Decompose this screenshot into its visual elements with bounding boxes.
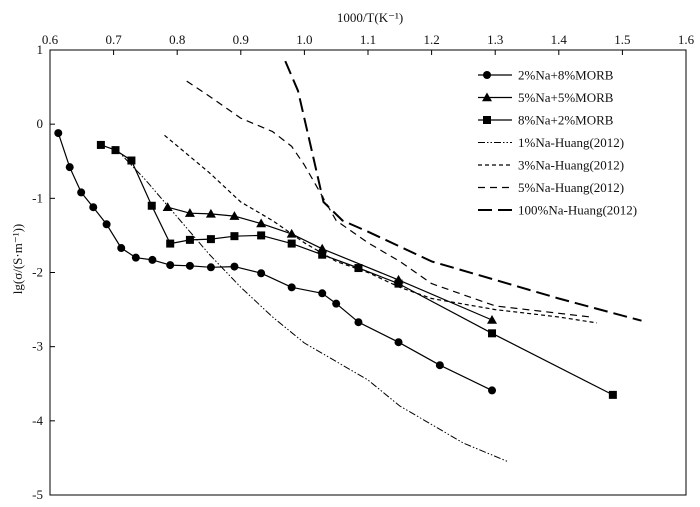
data-point [229, 211, 240, 220]
series-line [113, 146, 509, 463]
x-tick-label: 1.3 [487, 32, 503, 47]
series-line [284, 60, 642, 322]
series-line [164, 134, 598, 324]
data-point [184, 208, 195, 217]
data-point [230, 262, 239, 271]
x-tick-label: 0.7 [105, 32, 122, 47]
plot-frame [49, 49, 687, 496]
series-layer [54, 60, 642, 463]
data-point [354, 318, 363, 327]
series-6 [186, 80, 591, 318]
data-point [148, 255, 157, 264]
data-point [65, 163, 74, 172]
y-tick-label: 1 [37, 42, 44, 57]
series-line [186, 80, 591, 318]
x-tick-label: 1.5 [614, 32, 630, 47]
x-tick-label: 1.1 [360, 32, 376, 47]
data-point [131, 253, 140, 262]
series-4 [113, 146, 509, 463]
data-point [230, 232, 239, 241]
data-point [317, 243, 328, 253]
data-point [206, 263, 215, 272]
y-tick-label: 0 [37, 116, 44, 131]
data-point [54, 129, 63, 138]
legend-label: 100%Na-Huang(2012) [518, 203, 637, 218]
legend-item-5: 3%Na-Huang(2012) [478, 158, 624, 173]
x-tick-label: 0.8 [169, 32, 185, 47]
y-tick-label: -4 [32, 413, 43, 428]
legend-label: 5%Na-Huang(2012) [518, 180, 624, 195]
data-point [111, 146, 120, 155]
series-3 [96, 140, 617, 399]
legend-item-4: 1%Na-Huang(2012) [478, 135, 624, 150]
data-point [147, 201, 156, 210]
legend: 2%Na+8%MORB 5%Na+5%MORB 8%Na+2%MORB 1%Na-Hu… [478, 68, 637, 218]
data-point [206, 235, 215, 244]
data-point [185, 261, 194, 270]
data-point [318, 289, 327, 298]
tick-label-layer: 0.6 0.7 0.8 0.9 1.0 1.1 1.2 1.3 1.4 1.5 1.6 1 0 -1 -2 -… [32, 32, 694, 502]
x-tick-label: 0.6 [42, 32, 59, 47]
data-point [488, 386, 497, 395]
y-axis-title: lg(σ/(S·m⁻¹)) [10, 224, 25, 294]
y-tick-label: -1 [32, 190, 43, 205]
series-1 [54, 129, 497, 395]
data-point [166, 261, 175, 270]
data-point [435, 361, 444, 370]
data-point [394, 279, 403, 288]
data-point [318, 250, 327, 259]
y-tick-label: -3 [32, 339, 43, 354]
y-tick-label: -5 [32, 487, 43, 502]
data-point [102, 220, 111, 229]
legend-label: 2%Na+8%MORB [518, 68, 614, 83]
data-point [332, 299, 341, 308]
data-point [257, 231, 266, 240]
data-point [256, 218, 267, 228]
legend-item-6: 5%Na-Huang(2012) [478, 180, 624, 195]
data-point [89, 203, 98, 212]
x-tick-label: 1.0 [296, 32, 312, 47]
data-point [287, 239, 296, 248]
data-point [608, 390, 617, 399]
data-point [185, 235, 194, 244]
legend-marker [483, 71, 491, 79]
data-point [96, 140, 105, 149]
data-point [205, 208, 216, 218]
data-point [394, 338, 403, 347]
legend-label: 8%Na+2%MORB [518, 113, 614, 128]
legend-item-1: 2%Na+8%MORB [478, 68, 614, 83]
series-5 [164, 134, 598, 324]
data-point [117, 244, 126, 253]
legend-marker [482, 92, 492, 102]
data-point [354, 264, 363, 273]
data-point [287, 283, 296, 292]
legend-item-3: 8%Na+2%MORB [478, 113, 614, 128]
series-7 [284, 60, 642, 322]
legend-label: 1%Na-Huang(2012) [518, 135, 624, 150]
legend-marker [483, 116, 491, 124]
data-point [77, 188, 86, 197]
x-tick-label: 1.6 [678, 32, 695, 47]
legend-item-2: 5%Na+5%MORB [478, 90, 614, 105]
x-axis-title: 1000/T(K⁻¹) [337, 10, 403, 25]
legend-label: 5%Na+5%MORB [518, 90, 614, 105]
x-tick-label: 0.9 [233, 32, 249, 47]
x-tick-label: 1.2 [423, 32, 439, 47]
data-point [487, 314, 498, 324]
x-tick-label: 1.4 [551, 32, 568, 47]
data-point [127, 156, 136, 165]
data-point [488, 329, 497, 338]
legend-label: 3%Na-Huang(2012) [518, 158, 624, 173]
legend-item-7: 100%Na-Huang(2012) [478, 203, 637, 218]
y-tick-label: -2 [32, 265, 43, 280]
data-point [166, 239, 175, 248]
data-point [257, 269, 266, 278]
